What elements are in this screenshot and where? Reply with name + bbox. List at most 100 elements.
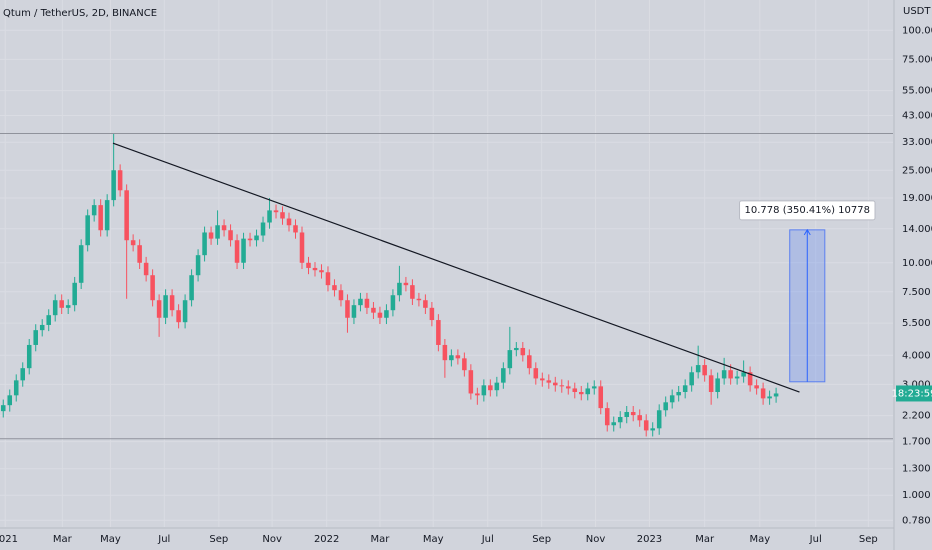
y-tick-label: 4.000 xyxy=(902,350,931,361)
y-tick-label: 55.000 xyxy=(902,86,932,97)
candle-body xyxy=(754,385,759,389)
candle-body xyxy=(247,238,253,241)
candle-body xyxy=(312,267,318,271)
candle-body xyxy=(377,312,383,318)
candle-body xyxy=(176,310,181,323)
trend-line xyxy=(112,142,800,393)
y-tick-label: 1.300 xyxy=(902,464,931,475)
candle-body xyxy=(189,275,194,301)
candle-body xyxy=(436,320,441,345)
y-tick-label: 1.000 xyxy=(902,490,931,501)
x-tick-label: Sep xyxy=(532,534,551,545)
candle-body xyxy=(228,230,233,241)
drawings: 10.778 (350.41%) 10778 xyxy=(0,132,893,440)
candle-body xyxy=(111,170,116,201)
candle-body xyxy=(643,420,649,431)
candle-body xyxy=(241,238,246,263)
candle-body xyxy=(306,262,311,268)
candle-body xyxy=(455,355,461,359)
candle-body xyxy=(124,190,129,241)
candle-body xyxy=(611,422,617,426)
candle-body xyxy=(13,380,19,396)
candle-body xyxy=(195,255,201,276)
candle-body xyxy=(527,355,532,369)
candle-body xyxy=(208,232,214,239)
x-tick-label: 2022 xyxy=(314,534,339,545)
candle-body xyxy=(52,300,58,316)
candle-body xyxy=(390,295,396,311)
candle-body xyxy=(630,412,636,416)
candle-body xyxy=(598,386,604,409)
y-tick-label: 5.500 xyxy=(902,318,931,329)
candle-body xyxy=(507,350,513,369)
candle-body xyxy=(663,402,668,411)
candle-body xyxy=(91,205,97,216)
candle-body xyxy=(773,393,779,397)
candle-body xyxy=(78,245,84,283)
x-tick-label: Mar xyxy=(53,534,73,545)
candle-body xyxy=(533,368,539,379)
candle-body xyxy=(338,290,344,301)
candle-body xyxy=(637,415,642,421)
x-tick-label: Jul xyxy=(157,534,170,545)
candle-body xyxy=(689,372,694,386)
candle-body xyxy=(150,275,155,301)
y-tick-label: 75.000 xyxy=(902,54,932,65)
candle-body xyxy=(695,365,701,373)
candle-body xyxy=(540,378,545,381)
candle-body xyxy=(280,212,285,219)
candle-body xyxy=(65,305,71,308)
candle-body xyxy=(332,285,337,291)
candle-body xyxy=(286,218,292,226)
candle-body xyxy=(33,330,38,345)
candle-body xyxy=(104,200,110,231)
candle-body xyxy=(423,300,428,308)
position-arrow-head xyxy=(803,228,811,236)
candle-body xyxy=(572,388,578,393)
candle-body xyxy=(39,324,45,331)
candle-body xyxy=(169,295,175,311)
candle-body xyxy=(676,392,681,396)
x-tick-label: May xyxy=(100,534,121,545)
candle-body xyxy=(163,295,168,318)
candle-body xyxy=(669,395,675,403)
candle-body xyxy=(234,240,240,263)
candle-body xyxy=(578,392,584,395)
candle-body xyxy=(604,408,610,426)
candle-body xyxy=(728,370,733,379)
candle-body xyxy=(85,215,90,246)
y-tick-label: 19.000 xyxy=(902,193,932,204)
candle-body xyxy=(682,385,688,393)
candle-body xyxy=(59,300,64,308)
candle-body xyxy=(617,417,623,423)
x-tick-label: Nov xyxy=(586,534,606,545)
candle-body xyxy=(215,225,220,239)
x-tick-label: Sep xyxy=(209,534,228,545)
candle-body xyxy=(7,395,13,406)
candle-body xyxy=(267,210,272,223)
candle-body xyxy=(319,270,324,273)
candle-body xyxy=(358,298,363,306)
x-tick-label: Jul xyxy=(809,534,822,545)
candle-body xyxy=(488,385,493,391)
candle-body xyxy=(299,232,305,263)
x-tick-label: 2021 xyxy=(0,534,18,545)
y-tick-label: 33.000 xyxy=(902,137,932,148)
x-tick-label: Nov xyxy=(262,534,282,545)
candle-body xyxy=(0,405,6,412)
candle-body xyxy=(20,368,26,381)
candle-body xyxy=(254,235,259,241)
candle-body xyxy=(98,205,103,231)
position-label-box xyxy=(739,200,876,221)
candle-body xyxy=(117,170,123,191)
candle-body xyxy=(46,315,51,325)
candle-body xyxy=(747,372,753,386)
candle-body xyxy=(442,344,448,361)
candle-body xyxy=(397,282,402,296)
x-tick-label: Mar xyxy=(370,534,390,545)
candle-body xyxy=(650,428,655,431)
y-tick-label: 25.000 xyxy=(902,165,932,176)
y-tick-label: 43.000 xyxy=(902,111,932,122)
